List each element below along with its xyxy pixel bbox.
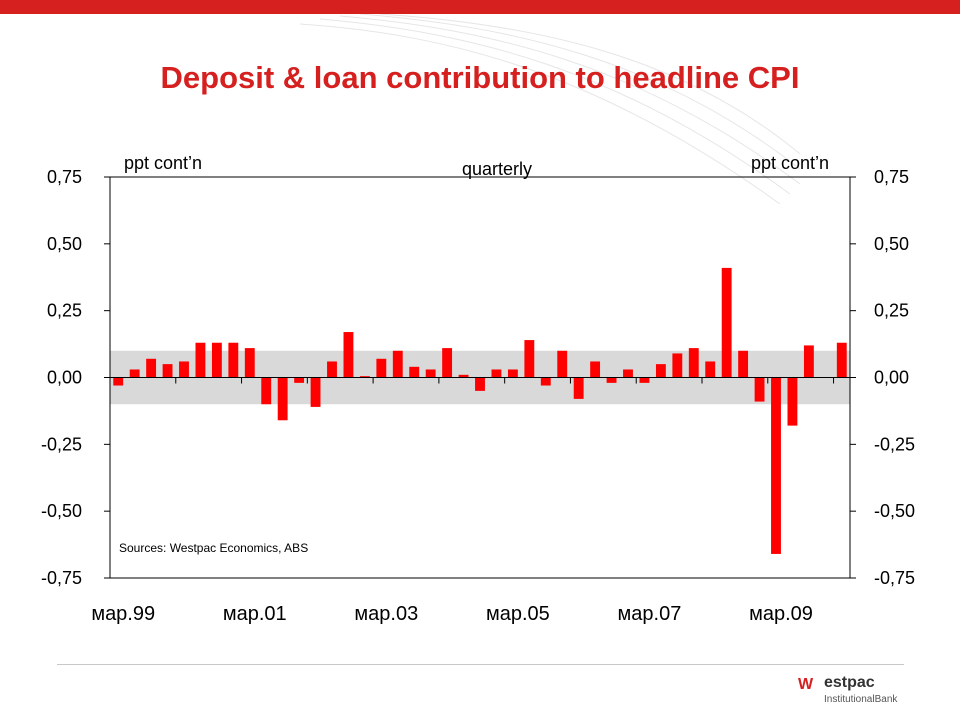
- bar: [359, 376, 370, 378]
- left-y-tick-label: 0,00: [47, 368, 82, 388]
- frequency-label: quarterly: [462, 159, 532, 179]
- bar: [261, 377, 272, 405]
- bar: [425, 369, 436, 378]
- logo-mark: W: [798, 676, 813, 693]
- bar: [738, 350, 749, 378]
- bar: [343, 332, 354, 378]
- left-y-tick-label: -0,50: [41, 501, 82, 521]
- x-tick-label: мар.03: [354, 603, 418, 625]
- right-y-tick-label: 0,50: [874, 234, 909, 254]
- x-ticks-group: мар.99 мар.01 мар.03 мар.05 мар.07 мар.09: [91, 377, 835, 625]
- footer-divider: [57, 664, 904, 665]
- bar: [442, 348, 453, 378]
- bar: [639, 377, 650, 383]
- slide-title: Deposit & loan contribution to headline …: [160, 60, 800, 95]
- bar: [771, 377, 781, 554]
- bar: [211, 342, 222, 378]
- left-y-tick-label: 0,50: [47, 234, 82, 254]
- x-tick-label: мар.99: [91, 603, 155, 625]
- bar: [672, 353, 683, 378]
- bar: [754, 377, 765, 402]
- bars-group: [113, 267, 847, 554]
- bar: [688, 348, 699, 378]
- x-tick-label: мар.05: [486, 603, 550, 625]
- bar: [573, 377, 584, 399]
- bar: [491, 369, 502, 378]
- x-tick-label: мар.01: [223, 603, 287, 625]
- bar: [146, 358, 157, 378]
- right-axis-label: ppt cont’n: [751, 153, 829, 173]
- bar: [392, 350, 403, 378]
- bar-chart: 0,75 0,75 0,50 0,50 0,25 0,25 0,00 0,00 -0,25 -0,…: [41, 153, 915, 625]
- logo-brand: estpac: [824, 674, 875, 691]
- bar: [113, 377, 124, 386]
- x-tick-label: мар.07: [618, 603, 682, 625]
- westpac-logo: W estpac InstitutionalBank: [798, 674, 908, 710]
- bar: [475, 377, 485, 391]
- bar: [458, 374, 469, 378]
- bar: [507, 369, 518, 378]
- bar: [244, 348, 255, 378]
- top-accent-bar: [0, 0, 960, 14]
- bar: [376, 358, 387, 378]
- background-swoosh-decoration: [300, 14, 800, 205]
- bar: [179, 361, 189, 378]
- bar: [195, 342, 206, 378]
- bar: [606, 377, 617, 383]
- right-y-tick-label: -0,25: [874, 434, 915, 454]
- right-y-tick-label: 0,00: [874, 368, 909, 388]
- bar: [129, 369, 140, 378]
- bar: [327, 361, 337, 378]
- left-y-tick-label: 0,25: [47, 301, 82, 321]
- right-y-tick-label: 0,25: [874, 301, 909, 321]
- bar: [705, 361, 716, 378]
- right-y-tick-label: 0,75: [874, 167, 909, 187]
- bar: [590, 361, 601, 378]
- left-axis-label: ppt cont’n: [124, 153, 202, 173]
- bar: [623, 369, 633, 378]
- bar: [803, 345, 814, 378]
- bar: [721, 267, 732, 378]
- y-ticks-group: 0,75 0,75 0,50 0,50 0,25 0,25 0,00 0,00 -0,25 -0,…: [41, 167, 915, 588]
- bar: [557, 350, 568, 378]
- x-tick-label: мар.09: [749, 603, 813, 625]
- source-note: Sources: Westpac Economics, ABS: [119, 541, 308, 555]
- bar: [310, 377, 321, 407]
- bar: [540, 377, 551, 386]
- bar: [787, 377, 798, 426]
- right-y-tick-label: -0,75: [874, 568, 915, 588]
- bar: [409, 366, 420, 378]
- left-y-tick-label: -0,75: [41, 568, 82, 588]
- bar: [277, 377, 288, 421]
- left-y-tick-label: 0,75: [47, 167, 82, 187]
- logo-subtitle: InstitutionalBank: [824, 694, 898, 705]
- bar: [162, 364, 173, 378]
- bar: [836, 342, 847, 378]
- bar: [524, 340, 535, 378]
- bar: [294, 377, 305, 383]
- left-y-tick-label: -0,25: [41, 434, 82, 454]
- bar: [655, 364, 666, 378]
- right-y-tick-label: -0,50: [874, 501, 915, 521]
- bar: [228, 342, 239, 378]
